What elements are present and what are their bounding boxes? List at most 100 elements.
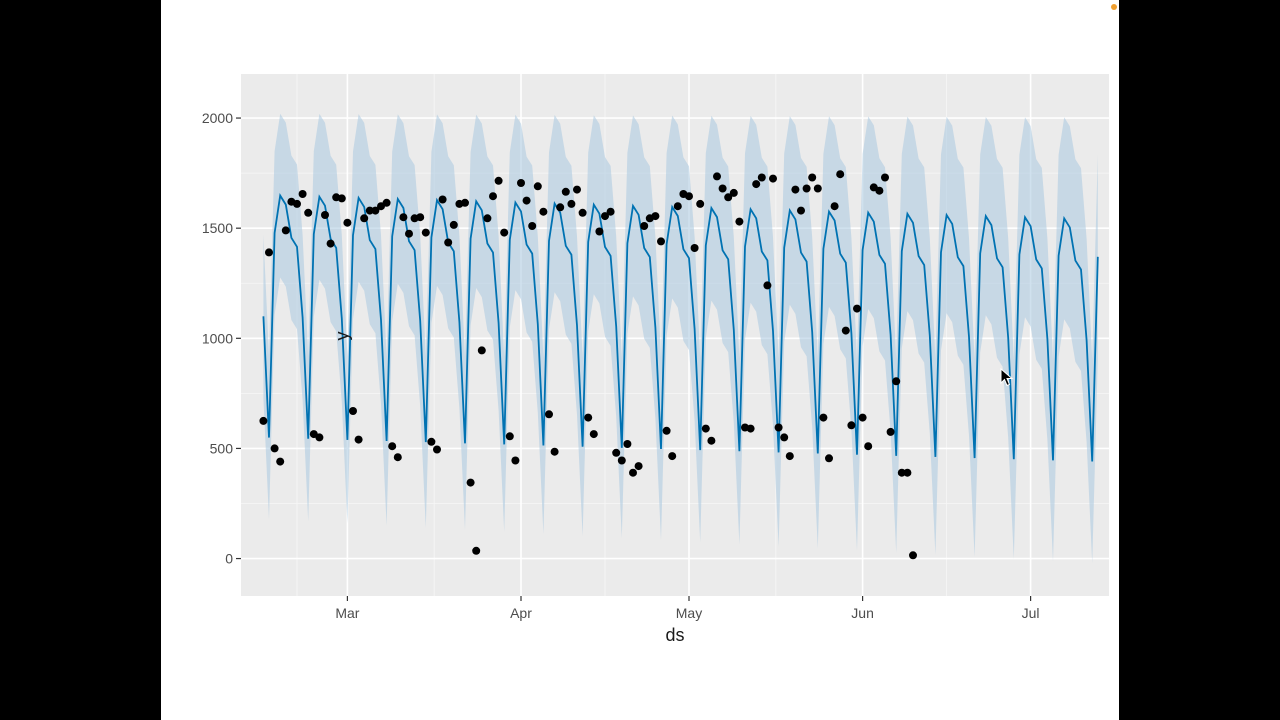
observed-point (573, 185, 581, 194)
observed-point (864, 442, 873, 451)
observed-point (259, 416, 268, 425)
observed-point (281, 226, 290, 235)
observed-point (735, 217, 744, 226)
x-tick-label: Jul (1022, 605, 1040, 621)
observed-point (634, 462, 643, 471)
observed-point (522, 196, 531, 205)
observed-point (685, 192, 693, 201)
observed-point (550, 447, 559, 456)
observed-point (707, 436, 716, 445)
forecast-plot: 0 500 1000 1500 2000 Mar Apr May Jun Jul ds y (202, 74, 1109, 645)
observed-point (797, 206, 805, 215)
observed-point (897, 468, 906, 477)
observed-point (533, 182, 542, 191)
observed-point (343, 218, 352, 227)
observed-point (724, 193, 733, 202)
observed-point (825, 454, 833, 463)
x-tick-label: May (676, 605, 702, 621)
observed-point (494, 176, 503, 185)
observed-points (259, 170, 917, 560)
observed-point (841, 326, 850, 335)
y-tick-label: 500 (210, 440, 234, 456)
observed-point (433, 445, 441, 454)
observed-point (517, 179, 525, 187)
observed-point (444, 238, 453, 247)
observed-point (763, 281, 772, 290)
observed-point (505, 432, 514, 441)
observed-point (399, 213, 408, 222)
observed-point (701, 424, 710, 433)
observed-point (617, 456, 626, 465)
observed-point (416, 213, 425, 222)
observed-point (276, 457, 285, 466)
observed-point (640, 222, 649, 230)
observed-point (371, 206, 380, 215)
observed-point (349, 407, 357, 415)
recording-dot-icon (1111, 4, 1117, 10)
observed-point (265, 248, 273, 257)
observed-point (757, 173, 766, 182)
observed-point (808, 173, 817, 182)
x-axis-title: ds (665, 625, 684, 645)
observed-point (752, 180, 761, 189)
observed-point (270, 444, 279, 453)
observed-point (489, 192, 497, 201)
y-tick-label: 1000 (202, 330, 233, 346)
observed-point (774, 423, 783, 432)
y-tick-label: 2000 (202, 110, 233, 126)
observed-point (584, 413, 593, 422)
x-axis: Mar Apr May Jun Jul (335, 596, 1040, 621)
observed-point (690, 244, 699, 252)
observed-point (483, 214, 492, 223)
observed-point (713, 172, 721, 181)
observed-point (696, 199, 705, 208)
observed-point (539, 207, 548, 216)
mouse-pointer-icon (1000, 368, 1014, 387)
observed-point (511, 456, 520, 465)
observed-point (791, 185, 800, 194)
observed-point (651, 212, 660, 221)
observed-point (472, 546, 481, 555)
observed-point (830, 202, 839, 211)
observed-point (466, 478, 475, 487)
observed-point (528, 222, 537, 230)
observed-point (360, 214, 369, 223)
observed-point (601, 212, 609, 221)
observed-point (606, 207, 615, 216)
observed-point (388, 442, 397, 451)
forecast-line (262, 193, 1099, 462)
x-tick-label: Jun (851, 605, 874, 621)
observed-point (337, 194, 346, 203)
y-tick-label: 0 (225, 551, 233, 567)
observed-point (836, 170, 845, 179)
observed-point (545, 410, 553, 419)
observed-point (785, 452, 794, 461)
observed-point (858, 413, 867, 422)
observed-point (813, 184, 822, 193)
observed-point (298, 190, 307, 198)
observed-point (477, 346, 486, 355)
observed-point (393, 453, 402, 462)
x-tick-label: Apr (510, 605, 532, 621)
observed-point (315, 433, 324, 442)
observed-point (578, 208, 587, 217)
observed-point (780, 433, 789, 442)
observed-point (354, 435, 363, 444)
y-axis: 0 500 1000 1500 2000 (202, 110, 241, 567)
observed-point (321, 211, 329, 219)
observed-point (673, 202, 682, 211)
observed-point (405, 229, 413, 238)
observed-point (623, 440, 632, 448)
observed-point (819, 413, 828, 422)
observed-point (847, 421, 856, 430)
observed-point (461, 198, 469, 207)
observed-point (892, 377, 901, 386)
forecast-yhat-line (262, 193, 1099, 462)
observed-point (662, 426, 671, 435)
observed-point (304, 208, 313, 217)
y-axis-title: y (332, 332, 352, 341)
y-tick-label: 1500 (202, 220, 233, 236)
observed-point (449, 220, 458, 229)
observed-point (718, 184, 727, 193)
observed-point (567, 199, 576, 208)
